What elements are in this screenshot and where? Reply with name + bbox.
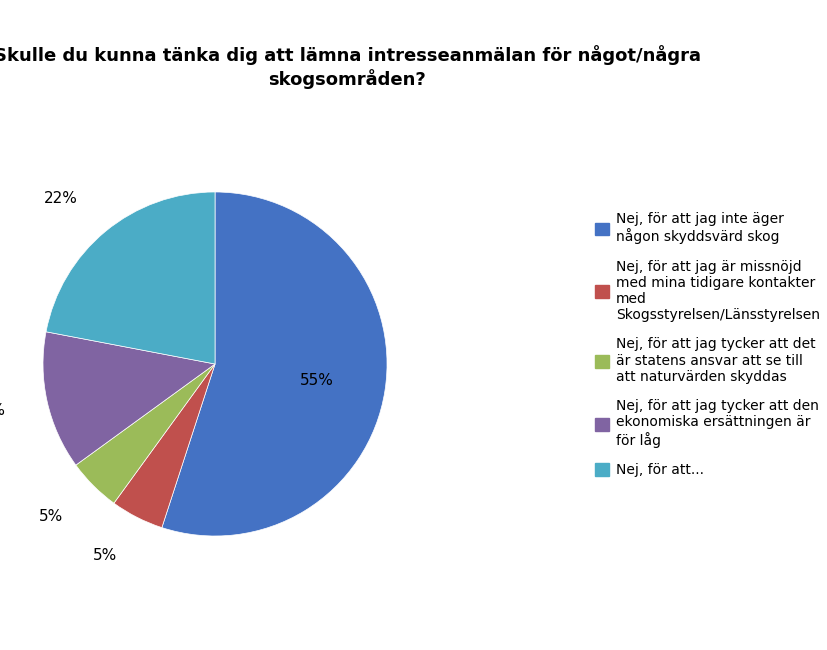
- Text: Skulle du kunna tänka dig att lämna intresseanmälan för något/några
skogsområden: Skulle du kunna tänka dig att lämna intr…: [0, 46, 700, 88]
- Text: 22%: 22%: [44, 191, 78, 206]
- Text: 5%: 5%: [93, 548, 117, 563]
- Wedge shape: [43, 332, 215, 465]
- Wedge shape: [162, 192, 387, 536]
- Wedge shape: [46, 192, 215, 364]
- Text: 13%: 13%: [0, 404, 5, 419]
- Text: 55%: 55%: [300, 372, 334, 387]
- Wedge shape: [114, 364, 215, 528]
- Wedge shape: [76, 364, 215, 503]
- Text: 5%: 5%: [39, 508, 63, 523]
- Legend: Nej, för att jag inte äger
någon skyddsvärd skog, Nej, för att jag är missnöjd
m: Nej, för att jag inte äger någon skyddsv…: [595, 212, 820, 477]
